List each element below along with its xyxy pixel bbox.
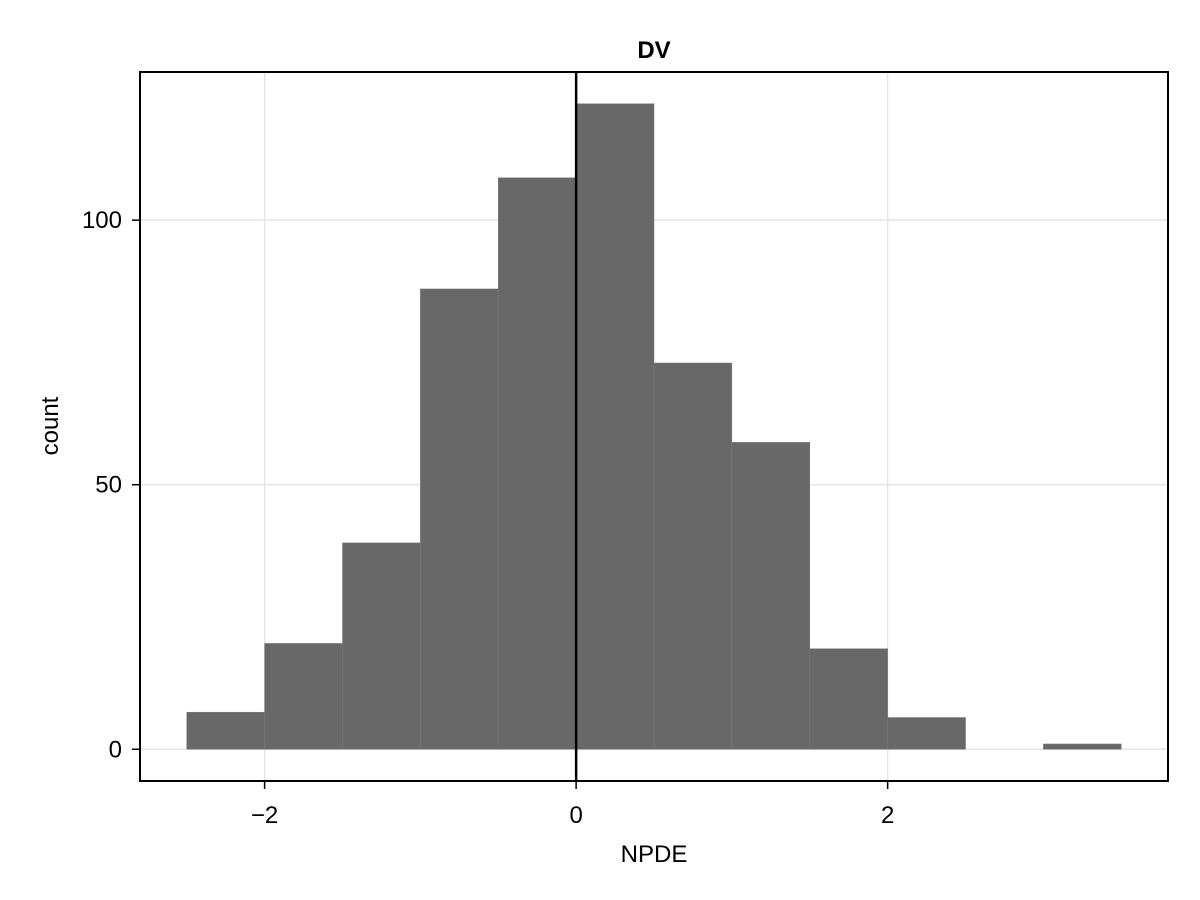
plot-frame: [139, 71, 1169, 782]
y-tick-label: 0: [109, 736, 122, 763]
y-axis-title: count: [37, 396, 64, 455]
histogram-bars: [186, 103, 1122, 750]
histogram-bar: [1043, 743, 1122, 750]
x-axis-title: NPDE: [621, 841, 688, 868]
x-tick-label: 0: [569, 802, 582, 829]
histogram-bar: [497, 177, 577, 750]
histogram-bar: [653, 362, 733, 750]
histogram-bar: [731, 442, 811, 750]
histogram-bar: [809, 648, 888, 750]
y-axis-ticks: 0 50 100: [82, 207, 140, 763]
histogram-bar: [575, 103, 655, 750]
histogram-bar: [887, 717, 966, 750]
y-tick-label: 100: [82, 207, 122, 234]
x-tick-label: −2: [251, 802, 278, 829]
histogram-bar: [264, 643, 343, 750]
x-axis-ticks: −2 0 2: [251, 781, 894, 829]
y-tick-label: 50: [95, 472, 122, 499]
chart-title: DV: [637, 37, 670, 64]
histogram-bar: [186, 711, 265, 750]
x-tick-label: 2: [881, 802, 894, 829]
histogram-bar: [342, 542, 421, 750]
histogram-bar: [420, 288, 499, 750]
